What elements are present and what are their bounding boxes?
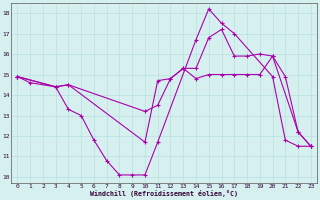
X-axis label: Windchill (Refroidissement éolien,°C): Windchill (Refroidissement éolien,°C) [90, 190, 238, 197]
